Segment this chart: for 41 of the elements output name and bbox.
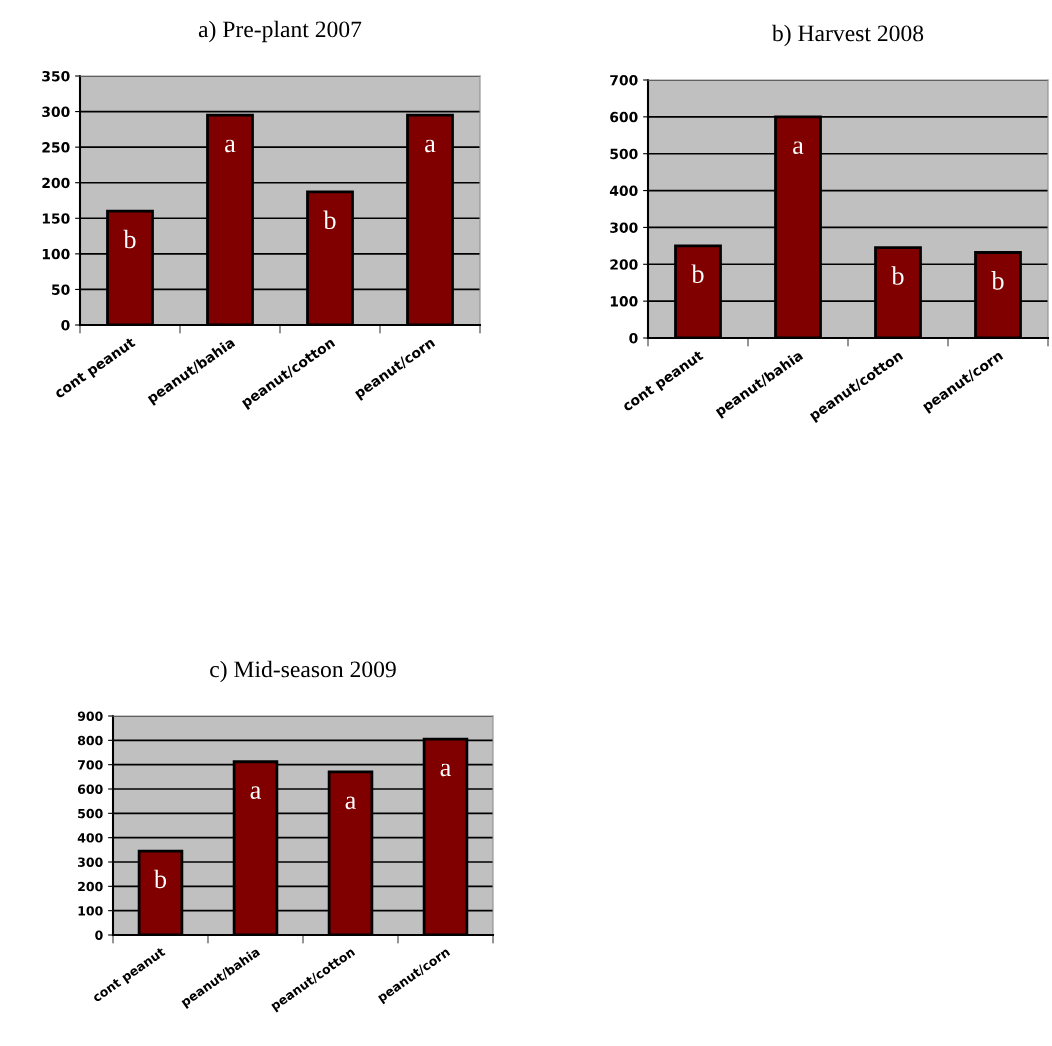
data-label: b bbox=[991, 271, 1004, 290]
y-tick-label: 0 bbox=[629, 332, 638, 344]
data-label: b bbox=[891, 266, 904, 285]
y-tick-label: 400 bbox=[609, 185, 638, 197]
y-tick-label: 300 bbox=[78, 857, 103, 867]
y-tick-label: 350 bbox=[42, 70, 70, 82]
data-label: a bbox=[793, 141, 804, 155]
y-tick-label: 300 bbox=[42, 106, 70, 118]
y-tick-label: 50 bbox=[52, 284, 70, 295]
y-tick-label: 700 bbox=[610, 74, 638, 86]
chart-title: b) Harvest 2008 bbox=[771, 24, 924, 47]
data-label: a bbox=[225, 139, 236, 153]
y-tick-label: 600 bbox=[77, 784, 103, 794]
y-tick-label: 200 bbox=[42, 177, 70, 189]
y-tick-label: 100 bbox=[610, 296, 638, 307]
y-tick-label: 300 bbox=[610, 222, 638, 233]
data-label: b bbox=[323, 210, 336, 230]
y-tick-label: 400 bbox=[77, 833, 103, 843]
y-tick-label: 900 bbox=[77, 711, 103, 721]
data-label: a bbox=[425, 139, 436, 153]
y-tick-label: 0 bbox=[61, 319, 70, 331]
y-tick-label: 100 bbox=[42, 248, 70, 260]
y-tick-label: 200 bbox=[610, 259, 638, 270]
y-tick-label: 100 bbox=[78, 906, 103, 916]
y-tick-label: 500 bbox=[78, 808, 103, 819]
y-tick-label: 0 bbox=[95, 930, 103, 940]
chart-title: a) Pre-plant 2007 bbox=[198, 20, 362, 43]
data-label: a bbox=[440, 763, 451, 777]
data-label: a bbox=[345, 796, 356, 810]
data-label: b bbox=[123, 229, 136, 249]
y-tick-label: 700 bbox=[78, 760, 103, 770]
y-tick-label: 500 bbox=[610, 148, 638, 160]
y-tick-label: 150 bbox=[42, 213, 70, 224]
y-tick-label: 250 bbox=[42, 142, 70, 153]
data-label: b bbox=[153, 869, 167, 889]
data-label: b bbox=[691, 264, 704, 284]
y-tick-label: 200 bbox=[78, 881, 103, 892]
y-tick-label: 600 bbox=[610, 111, 638, 123]
data-label: a bbox=[250, 786, 261, 799]
y-tick-label: 800 bbox=[77, 735, 103, 746]
chart-title: c) Mid-season 2009 bbox=[210, 660, 396, 683]
